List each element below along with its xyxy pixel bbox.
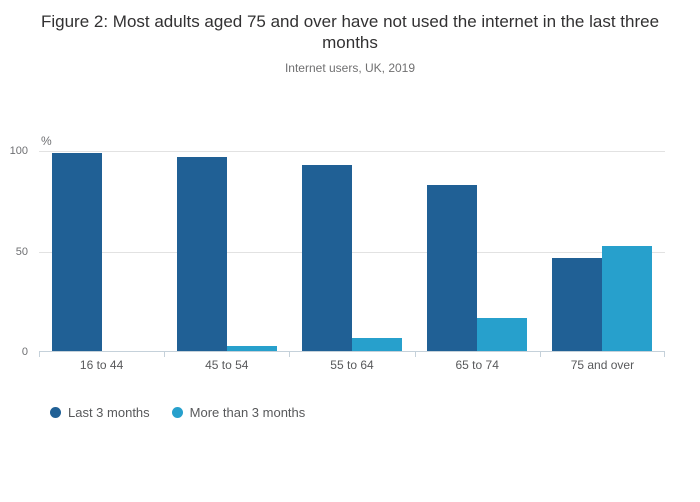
y-axis-label: 50 bbox=[15, 245, 28, 258]
bar-last-3-months[interactable] bbox=[176, 157, 227, 352]
x-axis-label: 45 to 54 bbox=[205, 358, 249, 372]
x-axis-line bbox=[39, 351, 665, 352]
chart-subtitle: Internet users, UK, 2019 bbox=[284, 61, 416, 75]
legend-item-last-3-months[interactable]: Last 3 months bbox=[50, 405, 150, 420]
x-axis-label: 16 to 44 bbox=[79, 358, 124, 372]
x-axis-tick bbox=[540, 352, 541, 357]
legend-item-more-than-3-months[interactable]: More than 3 months bbox=[171, 405, 306, 420]
bar-last-3-months[interactable] bbox=[51, 153, 102, 352]
legend-label: Last 3 months bbox=[68, 405, 150, 420]
bar-more-than-3-months[interactable] bbox=[352, 337, 402, 352]
bar-last-3-months[interactable] bbox=[552, 257, 603, 352]
gridline bbox=[39, 251, 665, 253]
y-axis-label: 100 bbox=[9, 145, 28, 157]
x-axis-tick bbox=[415, 352, 416, 357]
bar-more-than-3-months[interactable] bbox=[602, 245, 653, 352]
y-axis-unit-label: % bbox=[41, 134, 52, 148]
y-axis-label: 0 bbox=[21, 346, 28, 358]
chart-title: Figure 2: Most adults aged 75 and over h… bbox=[40, 12, 660, 52]
legend: Last 3 months More than 3 months bbox=[50, 405, 305, 420]
legend-marker-icon bbox=[50, 407, 61, 418]
plot-area: 0 50 100 16 to 44 45 to 54 55 to 64 65 to 74 75… bbox=[10, 145, 665, 372]
legend-label: More than 3 months bbox=[189, 405, 306, 420]
x-axis-tick bbox=[289, 352, 290, 357]
bar-last-3-months[interactable] bbox=[302, 165, 352, 352]
x-axis-label: 75 and over bbox=[570, 358, 635, 372]
x-axis-label: 65 to 74 bbox=[455, 358, 499, 372]
x-axis-tick bbox=[39, 352, 40, 357]
bar-more-than-3-months[interactable] bbox=[226, 346, 277, 352]
bar-more-than-3-months[interactable] bbox=[477, 317, 528, 352]
gridline bbox=[39, 151, 665, 152]
bar-last-3-months[interactable] bbox=[427, 185, 478, 352]
legend-marker-icon bbox=[171, 407, 183, 418]
x-axis-label: 55 to 64 bbox=[330, 358, 374, 372]
x-axis-tick bbox=[164, 352, 165, 357]
x-axis-tick bbox=[664, 352, 665, 357]
